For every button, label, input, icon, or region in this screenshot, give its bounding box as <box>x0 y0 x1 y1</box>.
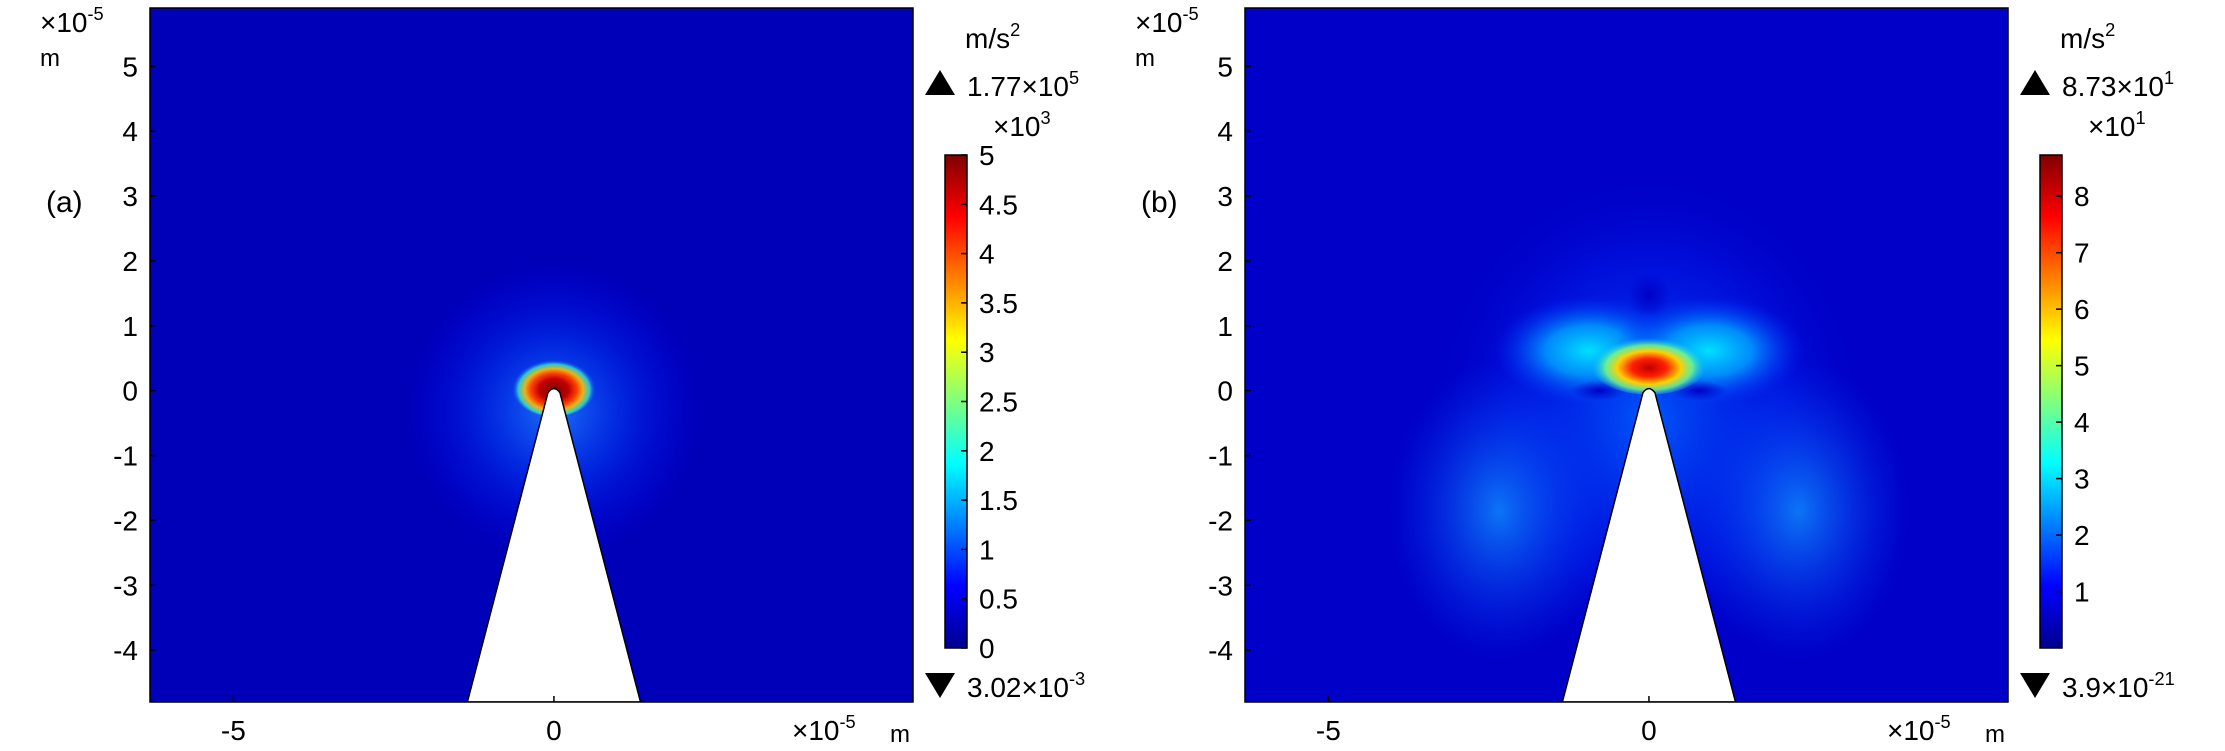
colorbar-min-label: 3.02×10-3 <box>967 669 1085 703</box>
y-tick-label: 2 <box>1217 246 1233 277</box>
y-tick-label: 0 <box>1217 376 1233 407</box>
colorbar-unit: m/s2 <box>2060 20 2115 54</box>
node-top <box>1626 272 1671 317</box>
colorbar-tick-label: 6 <box>2074 294 2090 325</box>
x-tick-label: -5 <box>1316 715 1341 746</box>
colorbar-tick-label: 1 <box>979 534 995 565</box>
y-tick-label: -4 <box>113 635 138 666</box>
y-tick-label: -4 <box>1208 635 1233 666</box>
y-axis-multiplier: ×10-5 <box>1135 4 1199 38</box>
side-lobe-left <box>1388 360 1609 661</box>
colorbar-tick-label: 0.5 <box>979 584 1018 615</box>
x-tick-label: -5 <box>221 715 246 746</box>
y-tick-label: -1 <box>1208 441 1233 472</box>
y-tick-label: 1 <box>122 311 138 342</box>
y-tick-label: 5 <box>1217 51 1233 82</box>
colorbar-tick-label: 4.5 <box>979 189 1018 220</box>
colorbar-tick-label: 7 <box>2074 238 2090 269</box>
colorbar-tick-label: 3.5 <box>979 288 1018 319</box>
colorbar-tick-label: 8 <box>2074 181 2090 212</box>
colorbar-scale-label: ×103 <box>993 108 1051 142</box>
y-tick-label: -2 <box>1208 505 1233 536</box>
colorbar-tick-label: 1 <box>2074 577 2090 608</box>
x-axis-unit: m <box>1985 721 2005 748</box>
colorbar-min-label: 3.9×10-21 <box>2062 669 2175 703</box>
x-axis-unit: m <box>890 721 910 748</box>
y-tick-label: 5 <box>122 51 138 82</box>
y-tick-label: 4 <box>1217 116 1233 147</box>
plot-frame <box>149 7 914 703</box>
colorbar-max-label: 1.77×105 <box>967 68 1079 102</box>
y-tick-label: -3 <box>1208 570 1233 601</box>
colorbar-scale-label: ×101 <box>2088 108 2146 142</box>
y-tick-label: 0 <box>122 376 138 407</box>
min-triangle-icon <box>925 673 955 698</box>
colorbar-unit: m/s2 <box>965 20 1020 54</box>
tip-hotspot <box>511 356 596 417</box>
y-tick-label: 1 <box>1217 311 1233 342</box>
y-axis-unit: m <box>1135 45 1155 72</box>
colorbar-tick-label: 4 <box>979 239 995 270</box>
side-lobe-right <box>1688 360 1909 661</box>
tip-hotspot <box>1590 334 1707 395</box>
x-tick-label: 0 <box>546 715 562 746</box>
colorbar-tick-label: 0 <box>979 633 995 664</box>
y-tick-label: -2 <box>113 505 138 536</box>
panel-a: 5 4 3 2 1 0 -1 -2 -3 -4 -5 0 ×10-5 m ×10-5 m (a) m/s2 1.77… <box>40 4 1085 748</box>
colorbar-tick-label: 2.5 <box>979 387 1018 418</box>
panel-label: (b) <box>1141 186 1178 219</box>
colorbar-tick-label: 3 <box>2074 464 2090 495</box>
y-axis-multiplier: ×10-5 <box>40 4 104 38</box>
heatmap-field <box>150 8 913 702</box>
y-tick-label: -3 <box>113 570 138 601</box>
y-tick-label: 3 <box>122 181 138 212</box>
colorbar-tick-label: 3 <box>979 337 995 368</box>
y-tick-label: 2 <box>122 246 138 277</box>
x-axis-multiplier: ×10-5 <box>1887 712 1951 746</box>
panel-label: (a) <box>46 186 83 219</box>
colorbar-tick-label: 2 <box>979 436 995 467</box>
panel-b: 5 4 3 2 1 0 -1 -2 -3 -4 -5 0 ×10-5 m ×10-5 m (b) m/s2 8.73… <box>1135 4 2175 748</box>
y-tick-label: 4 <box>122 116 138 147</box>
max-triangle-icon <box>2020 70 2050 95</box>
colorbar-tick-label: 4 <box>2074 407 2090 438</box>
max-triangle-icon <box>925 70 955 95</box>
plot-frame <box>1244 7 2009 703</box>
y-tick-label: -1 <box>113 441 138 472</box>
min-triangle-icon <box>2020 673 2050 698</box>
y-axis-unit: m <box>40 45 60 72</box>
colorbar-tick-label: 2 <box>2074 520 2090 551</box>
colorbar-tick-label: 1.5 <box>979 485 1018 516</box>
x-tick-label: 0 <box>1641 715 1657 746</box>
probe-cone <box>466 387 642 702</box>
heatmap-field <box>1245 8 2008 702</box>
colorbar-tick-label: 5 <box>2074 351 2090 382</box>
y-tick-label: 3 <box>1217 181 1233 212</box>
colorbar-tick-label: 5 <box>979 140 995 171</box>
colorbar-max-label: 8.73×101 <box>2062 68 2174 102</box>
probe-cone <box>1561 387 1737 702</box>
x-axis-multiplier: ×10-5 <box>792 712 856 746</box>
colorbar <box>2039 154 2063 649</box>
